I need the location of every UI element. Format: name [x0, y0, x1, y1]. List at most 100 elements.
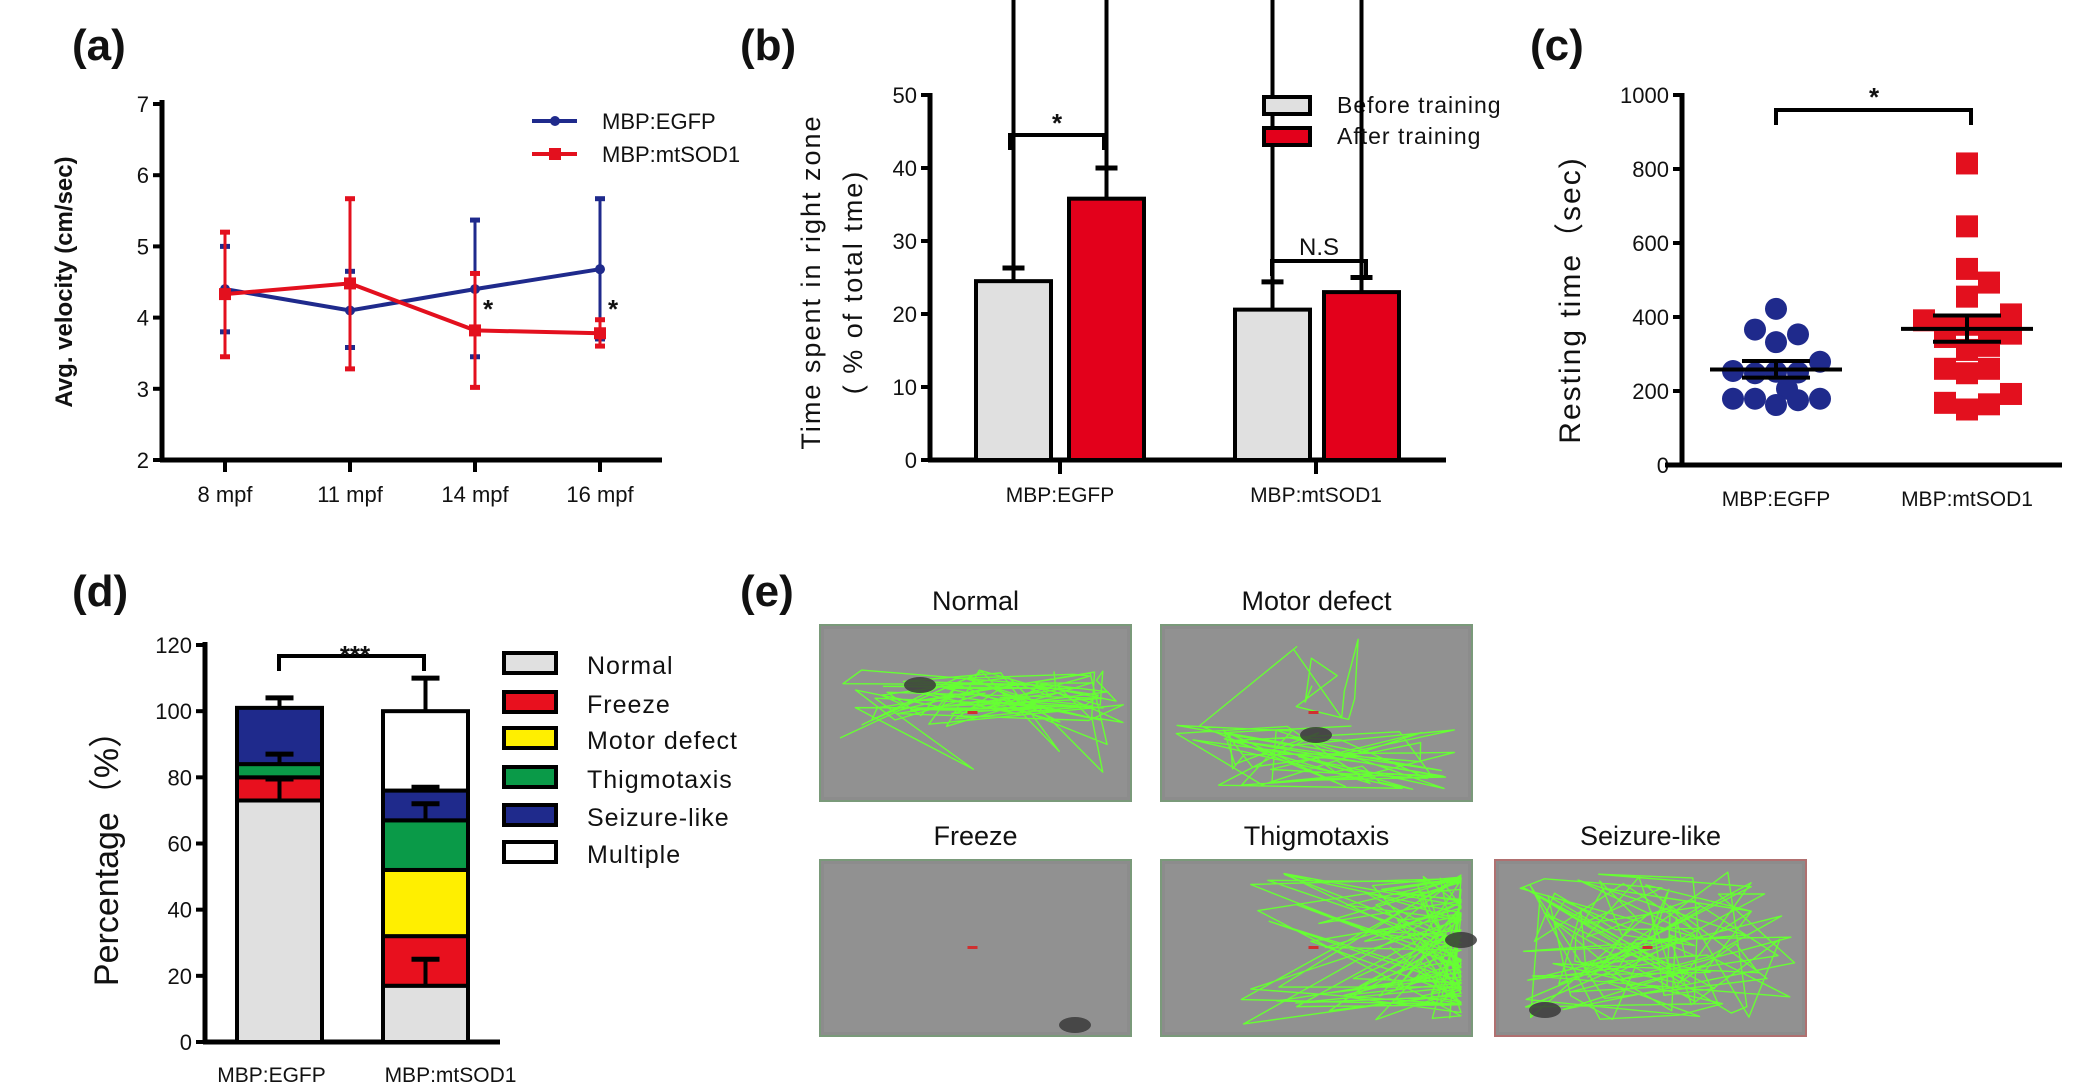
- legend-swatch: [502, 840, 558, 864]
- center-marker: [1308, 946, 1319, 949]
- data-point: [1956, 285, 1978, 308]
- x-tick-label: 14 mpf: [441, 482, 509, 507]
- y-tick-label: 600: [1632, 231, 1669, 256]
- y-axis-label: Time spent in right zone: [796, 114, 826, 449]
- swim-track: [1519, 871, 1796, 1021]
- center-marker: [1308, 711, 1319, 714]
- data-point: [2000, 322, 2022, 345]
- y-tick-label: 3: [137, 377, 149, 402]
- legend-label: Motor defect: [587, 727, 738, 755]
- center-marker: [1642, 946, 1653, 949]
- data-point: [1956, 362, 1978, 385]
- x-tick-label: MBP:mtSOD1: [1250, 484, 1382, 507]
- track-image-normal: [819, 624, 1132, 802]
- stacked-segment-normal: [381, 983, 470, 1045]
- y-tick-label: 5: [137, 234, 149, 259]
- stacked-segment-multiple: [381, 709, 470, 793]
- data-point: [1787, 323, 1809, 346]
- panel-label-e: (e): [740, 567, 794, 616]
- track-title: Motor defect: [1241, 586, 1392, 616]
- y-tick-label: 0: [180, 1030, 192, 1055]
- swim-track: [1240, 872, 1462, 1025]
- center-marker: [967, 946, 978, 949]
- data-point: [1765, 331, 1787, 354]
- y-tick-label: 40: [893, 156, 917, 181]
- panel-label-c: (c): [1530, 21, 1584, 70]
- fish-shape: [1059, 1017, 1091, 1033]
- data-point: [219, 288, 231, 301]
- data-point: [1809, 350, 1831, 373]
- data-point: [594, 327, 606, 340]
- x-tick-label: MBP:mtSOD1: [385, 1064, 517, 1085]
- fish-shape: [1445, 932, 1477, 948]
- y-tick-label: 2: [137, 448, 149, 473]
- chart-b-right-zone: 0 10 20 30 40 50 MBP:EGFP MBP:mtSOD1 Time spent …: [796, 0, 1501, 507]
- x-tick-label: MBP:EGFP: [1722, 488, 1831, 511]
- data-point: [1956, 215, 1978, 238]
- data-point: [1722, 387, 1744, 410]
- legend-label: After training: [1337, 123, 1481, 149]
- legend-label: Freeze: [587, 691, 671, 719]
- y-tick-label: 20: [168, 964, 192, 989]
- data-point: [1765, 297, 1787, 320]
- y-tick-label: 6: [137, 163, 149, 188]
- legend-swatch: [502, 765, 558, 789]
- y-tick-label: 80: [168, 765, 192, 790]
- panel-label-d: (d): [72, 567, 128, 616]
- legend-swatch: [1262, 95, 1312, 116]
- legend-swatch: [1262, 126, 1312, 147]
- fish-shape: [1300, 727, 1332, 743]
- panel-label-b: (b): [740, 21, 796, 70]
- data-point: [1978, 393, 2000, 416]
- legend-label: Thigmotaxis: [587, 766, 733, 794]
- data-point: [2000, 303, 2022, 326]
- track-image-motor: [1160, 624, 1473, 802]
- legend-swatch: [502, 803, 558, 827]
- data-point: [344, 277, 356, 290]
- y-tick-label: 30: [893, 229, 917, 254]
- significance-bracket: [1774, 108, 1973, 125]
- data-point: [1956, 338, 1978, 361]
- data-point: [2000, 382, 2022, 405]
- y-tick-label: 200: [1632, 379, 1669, 404]
- y-tick-label: 800: [1632, 157, 1669, 182]
- legend-label: Seizure-like: [587, 804, 730, 832]
- legend-label: Normal: [587, 652, 674, 680]
- legend-marker: [549, 148, 561, 160]
- x-tick-label: MBP:EGFP: [1006, 484, 1115, 507]
- legend-label: Multiple: [587, 841, 681, 869]
- track-image-seizure: [1494, 859, 1807, 1037]
- data-point: [1744, 362, 1766, 385]
- y-tick-label: 60: [168, 832, 192, 857]
- series-line: [224, 281, 601, 336]
- chart-d-percentage: 0 20 40 60 80 100 120 MBP:EGFP MBP:mtSOD1 Percent…: [88, 633, 738, 1085]
- data-point: [469, 324, 481, 337]
- data-point: [1956, 257, 1978, 280]
- swim-track: [839, 669, 1125, 773]
- track-image-thigmo: [1160, 859, 1477, 1037]
- data-point: [1765, 394, 1787, 417]
- y-axis-label-2: ( % of total tme): [838, 170, 868, 395]
- y-axis-label: Percentage（%）: [88, 714, 126, 986]
- bar: [1322, 290, 1401, 462]
- data-point: [1934, 357, 1956, 380]
- y-tick-label: 0: [905, 448, 917, 473]
- bar: [974, 279, 1053, 462]
- legend-swatch: [502, 690, 558, 714]
- significance-star: *: [1052, 108, 1063, 138]
- bar: [1067, 196, 1146, 462]
- data-point: [1934, 391, 1956, 414]
- x-tick-label: 8 mpf: [197, 482, 253, 507]
- y-tick-label: 0: [1657, 453, 1669, 478]
- legend-label: MBP:EGFP: [602, 109, 716, 134]
- stacked-segment-motor_defect: [381, 867, 470, 939]
- data-point: [595, 264, 605, 275]
- data-point: [1956, 398, 1978, 421]
- significance-star: *: [608, 294, 619, 324]
- x-tick-label: 11 mpf: [317, 482, 384, 507]
- significance-star: *: [483, 294, 494, 324]
- y-axis-label: Resting time（sec): [1554, 156, 1587, 443]
- stacked-segment-thigmotaxis: [381, 818, 470, 872]
- data-point: [1913, 309, 1935, 332]
- ns-label: N.S: [1299, 234, 1339, 261]
